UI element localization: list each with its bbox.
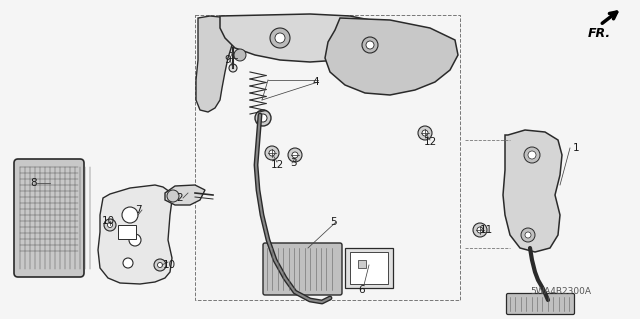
- Circle shape: [255, 110, 271, 126]
- Text: 7: 7: [135, 205, 141, 215]
- Circle shape: [157, 263, 163, 268]
- Circle shape: [366, 41, 374, 49]
- Bar: [358, 260, 366, 268]
- Bar: [345, 248, 393, 288]
- Text: 5WA4B2300A: 5WA4B2300A: [530, 287, 591, 296]
- Circle shape: [229, 64, 237, 72]
- Circle shape: [234, 49, 246, 61]
- Bar: [118, 225, 136, 239]
- Circle shape: [123, 258, 133, 268]
- Circle shape: [292, 152, 298, 158]
- Text: 4: 4: [312, 77, 319, 87]
- Circle shape: [362, 37, 378, 53]
- Circle shape: [129, 234, 141, 246]
- Circle shape: [473, 223, 487, 237]
- Circle shape: [104, 219, 116, 231]
- Text: 5: 5: [330, 217, 337, 227]
- Text: 9: 9: [224, 55, 230, 65]
- Text: 10: 10: [102, 216, 115, 226]
- Text: 12: 12: [424, 137, 437, 147]
- Circle shape: [228, 43, 238, 53]
- Circle shape: [269, 150, 275, 156]
- Bar: [350, 252, 388, 284]
- Polygon shape: [98, 185, 172, 284]
- Circle shape: [288, 148, 302, 162]
- Circle shape: [122, 207, 138, 223]
- Text: 2: 2: [176, 193, 182, 203]
- Text: FR.: FR.: [588, 27, 611, 40]
- FancyBboxPatch shape: [263, 243, 342, 295]
- Circle shape: [477, 227, 483, 233]
- Text: 8: 8: [30, 178, 36, 188]
- Circle shape: [418, 126, 432, 140]
- Polygon shape: [196, 16, 235, 112]
- Polygon shape: [503, 130, 562, 252]
- Circle shape: [154, 259, 166, 271]
- Circle shape: [422, 130, 428, 136]
- FancyBboxPatch shape: [506, 293, 575, 315]
- FancyBboxPatch shape: [14, 159, 84, 277]
- Text: 6: 6: [358, 285, 365, 295]
- Bar: [195, 15, 460, 300]
- Text: 3: 3: [290, 158, 296, 168]
- Circle shape: [521, 228, 535, 242]
- Polygon shape: [165, 185, 205, 205]
- Circle shape: [108, 222, 113, 227]
- Circle shape: [524, 147, 540, 163]
- Polygon shape: [220, 14, 380, 62]
- Text: 12: 12: [271, 160, 284, 170]
- Circle shape: [265, 146, 279, 160]
- Circle shape: [259, 114, 267, 122]
- Circle shape: [525, 232, 531, 238]
- Circle shape: [275, 33, 285, 43]
- Text: 10: 10: [163, 260, 176, 270]
- Text: 11: 11: [480, 225, 493, 235]
- Polygon shape: [325, 18, 458, 95]
- Circle shape: [270, 28, 290, 48]
- Text: 1: 1: [573, 143, 580, 153]
- Circle shape: [167, 190, 179, 202]
- Circle shape: [528, 151, 536, 159]
